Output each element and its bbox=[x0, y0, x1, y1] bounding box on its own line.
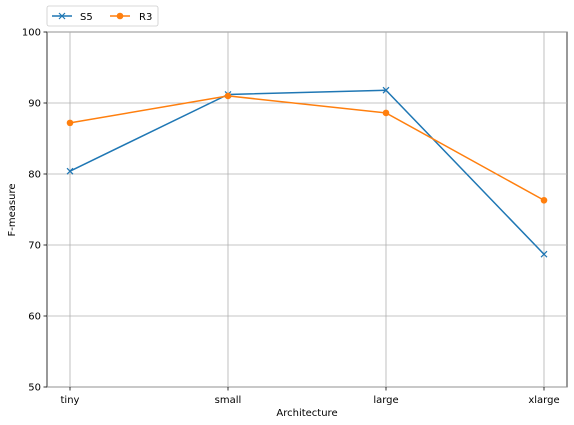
data-point-r3 bbox=[540, 196, 548, 204]
legend-marker-s5-icon bbox=[58, 12, 66, 20]
x-axis-label: Architecture bbox=[276, 408, 337, 419]
legend: S5 R3 bbox=[46, 5, 159, 27]
series-group bbox=[66, 86, 548, 258]
legend-marker-r3-icon bbox=[116, 12, 124, 20]
y-axis-label: F-measure bbox=[7, 184, 18, 237]
x-tick-label: xlarge bbox=[528, 395, 559, 406]
y-tick-label: 80 bbox=[28, 170, 41, 181]
y-tick-label: 50 bbox=[28, 383, 41, 394]
series-line-s5 bbox=[69, 89, 545, 255]
x-tick-label: tiny bbox=[61, 395, 80, 406]
ticks-group: 50 60 70 80 90 100 tiny small large xlarge bbox=[22, 28, 560, 407]
y-tick-label: 60 bbox=[28, 312, 41, 323]
plot-frame bbox=[46, 31, 568, 388]
data-point-r3 bbox=[224, 92, 232, 100]
y-tick-label: 70 bbox=[28, 241, 41, 252]
x-tick-label: small bbox=[215, 395, 242, 406]
legend-label-r3: R3 bbox=[139, 12, 152, 23]
data-point-s5 bbox=[382, 86, 390, 94]
data-point-s5 bbox=[540, 250, 548, 258]
data-point-s5 bbox=[66, 167, 74, 175]
x-tick-label: large bbox=[373, 395, 398, 406]
data-point-r3 bbox=[382, 109, 390, 117]
y-tick-label: 100 bbox=[22, 28, 41, 39]
legend-frame bbox=[46, 5, 159, 27]
grid bbox=[47, 31, 567, 388]
data-point-r3 bbox=[66, 119, 74, 127]
legend-label-s5: S5 bbox=[80, 12, 93, 23]
y-tick-label: 90 bbox=[28, 99, 41, 110]
series-line-r3 bbox=[69, 95, 545, 201]
